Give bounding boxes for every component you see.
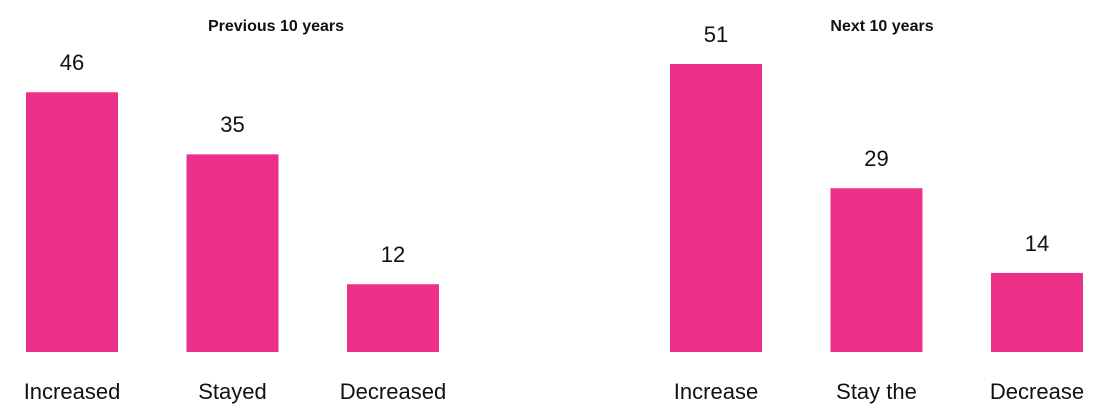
bar xyxy=(991,272,1083,352)
value-label: 46 xyxy=(60,50,84,75)
bar xyxy=(670,64,762,352)
x-tick-label: Increase xyxy=(674,379,758,404)
bar xyxy=(830,188,923,352)
x-tick-label: Stay the xyxy=(836,379,917,404)
value-label: 29 xyxy=(864,146,888,171)
bar xyxy=(186,154,279,352)
bar xyxy=(26,92,118,352)
chart-title: Next 10 years xyxy=(830,18,933,35)
x-tick-label: Stayed xyxy=(198,379,267,404)
x-tick-label: Decreased xyxy=(340,379,446,404)
value-label: 14 xyxy=(1025,231,1049,256)
x-tick-label: Decrease xyxy=(990,379,1084,404)
x-tick-label: Increased xyxy=(24,379,121,404)
chart-title: Previous 10 years xyxy=(208,18,344,35)
bar xyxy=(347,284,439,352)
value-label: 35 xyxy=(220,112,244,137)
value-label: 12 xyxy=(381,242,405,267)
value-label: 51 xyxy=(704,22,728,47)
